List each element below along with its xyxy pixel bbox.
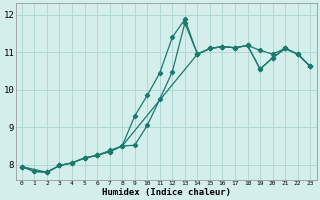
X-axis label: Humidex (Indice chaleur): Humidex (Indice chaleur) — [101, 188, 231, 197]
